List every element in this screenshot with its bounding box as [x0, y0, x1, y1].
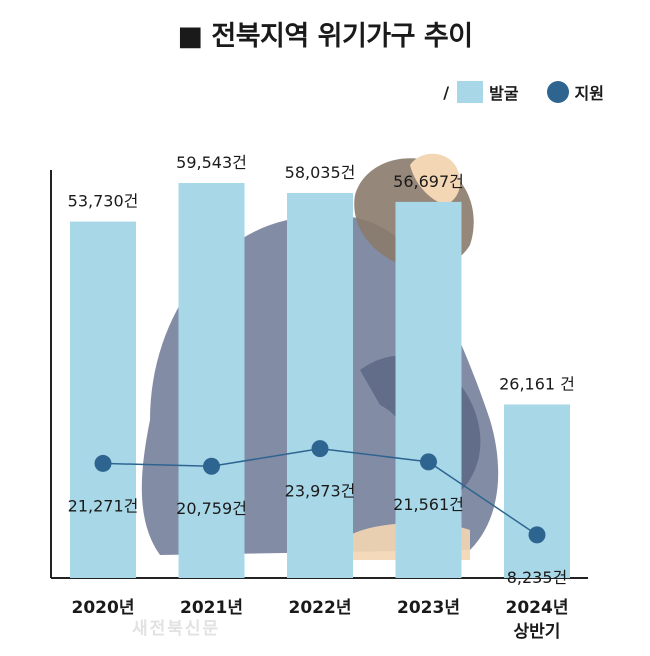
- support-label-0: 21,271건: [68, 496, 139, 515]
- x-tick-label-2: 2022년: [289, 598, 352, 618]
- legend: / 발굴 지원: [443, 80, 604, 104]
- support-label-2: 23,973건: [285, 482, 356, 501]
- legend-swatch-dot: [546, 81, 569, 103]
- support-point-2: [311, 440, 329, 458]
- bars: [70, 183, 570, 579]
- person-hand: [410, 153, 461, 205]
- bar-4: [504, 404, 570, 578]
- bar-labels: 53,730건 59,543건 58,035건 56,697건 26,161 건: [68, 153, 575, 393]
- support-label-1: 20,759건: [176, 499, 247, 518]
- x-tick-label-4-0: 2024년: [506, 598, 569, 618]
- legend-label-bar: 발굴: [489, 84, 519, 103]
- x-tick-label-4-1: 상반기: [514, 622, 561, 642]
- bar-label-4: 26,161 건: [499, 374, 575, 393]
- x-tick-label-0: 2020년: [72, 598, 135, 618]
- support-point-4: [528, 526, 546, 544]
- legend-label-line: 지원: [574, 84, 604, 103]
- chart-title: ■ 전북지역 위기가구 추이: [177, 21, 473, 52]
- legend-swatch-bar: [457, 81, 484, 103]
- bar-0: [70, 221, 136, 579]
- support-label-4: 8,235건: [507, 568, 568, 587]
- support-line: [94, 440, 546, 544]
- x-tick-label-1: 2021년: [180, 598, 243, 618]
- x-tick-label-3: 2023년: [397, 598, 460, 618]
- line-labels: 21,271건 20,759건 23,973건 21,561건 8,235건: [68, 482, 568, 587]
- bar-3: [395, 201, 462, 578]
- bar-label-2: 58,035건: [285, 163, 356, 182]
- bar-label-3: 56,697건: [393, 172, 464, 191]
- support-point-1: [203, 457, 220, 475]
- bar-label-1: 59,543건: [176, 153, 247, 172]
- bar-1: [178, 183, 245, 578]
- bar-label-0: 53,730건: [68, 192, 139, 211]
- legend-separator: /: [443, 82, 450, 102]
- watermark-logo: 새전북신문: [132, 619, 221, 639]
- support-point-0: [94, 454, 112, 472]
- support-label-3: 21,561건: [393, 495, 464, 514]
- support-point-3: [420, 453, 437, 471]
- bar-2: [287, 193, 353, 579]
